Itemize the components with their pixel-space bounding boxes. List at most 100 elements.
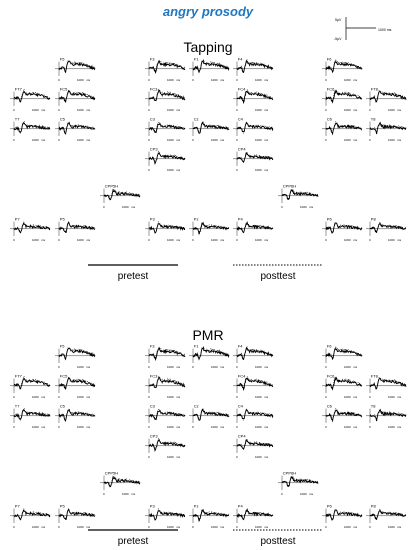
panel-p7: P7 0 1000 ms (10, 217, 51, 242)
posttest-waveform (148, 59, 186, 73)
posttest-waveform (13, 221, 51, 235)
tick-label: 0 (13, 138, 15, 142)
tick-label: 1000 (32, 525, 39, 529)
electrode-label: C4 (238, 117, 244, 122)
posttest-waveform (281, 188, 319, 200)
tick-label: 1000 (77, 365, 84, 369)
panel-ft7: FT7 0 1000 ms (10, 374, 51, 399)
tick-label: ms (264, 138, 268, 142)
posttest-waveform (325, 222, 363, 234)
pretest-waveform (325, 222, 363, 234)
pretest-waveform (192, 508, 230, 523)
tick-label: 1000 (255, 525, 262, 529)
posttest-waveform (13, 407, 51, 421)
tick-label: ms (41, 108, 45, 112)
pretest-waveform (148, 438, 186, 452)
tick-label: 1000 (344, 238, 351, 242)
posttest-waveform (192, 59, 230, 73)
posttest-waveform (325, 345, 363, 359)
tick-label: ms (220, 78, 224, 82)
tick-label: 1000 (77, 238, 84, 242)
tick-label: 1000 (167, 78, 174, 82)
pretest-waveform (192, 221, 230, 236)
tick-label: 0 (58, 138, 60, 142)
pretest-waveform (103, 188, 141, 201)
electrode-label: CPP6H (283, 184, 296, 189)
tick-label: ms (220, 525, 224, 529)
panel-t7: T7 0 1000 ms (10, 117, 51, 142)
posttest-waveform (13, 508, 51, 522)
tick-label: ms (397, 138, 401, 142)
tick-label: 0 (236, 365, 238, 369)
tick-label: ms (353, 365, 357, 369)
electrode-label: FC6 (327, 87, 335, 92)
tick-label: 0 (325, 78, 327, 82)
panel-c6: C6 0 1000 ms (322, 117, 363, 142)
panel-f3: F3 0 1000 ms (145, 344, 186, 369)
panel-ft8: FT8 0 1000 ms (366, 87, 407, 112)
pretest-waveform (369, 121, 407, 135)
panel-fc5: FC5 0 1000 ms (55, 87, 96, 112)
tick-label: 0 (369, 525, 371, 529)
tick-label: ms (176, 238, 180, 242)
tick-label: ms (397, 525, 401, 529)
electrode-label: F1 (194, 57, 199, 62)
tick-label: 0 (236, 425, 238, 429)
electrode-label: FT8 (371, 87, 379, 92)
panel-p3: P3 0 1000 ms (145, 504, 186, 529)
electrode-label: FC4 (238, 87, 246, 92)
panel-fc3: FC3 0 1000 ms (145, 374, 186, 399)
tick-label: ms (353, 525, 357, 529)
posttest-waveform (369, 377, 407, 390)
tick-label: 1000 (77, 78, 84, 82)
electrode-label: Cz (194, 404, 199, 409)
electrode-label: Cz (194, 117, 199, 122)
tick-label: 1000 (32, 238, 39, 242)
tick-label: 1000 (167, 395, 174, 399)
pretest-waveform (236, 220, 274, 234)
tick-label: 1000 (300, 492, 307, 496)
posttest-waveform (58, 377, 96, 389)
panel-cpp5h: CPP5H 0 1000 ms (100, 184, 141, 209)
tick-label: 1000 (344, 425, 351, 429)
tick-label: 1000 (122, 492, 129, 496)
pretest-waveform (58, 221, 96, 233)
tick-label: ms (86, 365, 90, 369)
pretest-waveform (369, 408, 407, 422)
tick-label: 0 (192, 525, 194, 529)
tick-label: ms (353, 138, 357, 142)
tick-label: 1000 (344, 395, 351, 399)
tick-label: 1000 (211, 525, 218, 529)
panel-f5: F5 0 1000 ms (55, 344, 96, 369)
tick-label: 1000 (211, 238, 218, 242)
pretest-waveform (236, 152, 274, 164)
posttest-waveform (325, 58, 363, 72)
electrode-label: FT7 (15, 374, 23, 379)
pretest-waveform (148, 346, 186, 362)
tick-label: ms (86, 525, 90, 529)
condition-title: Tapping (183, 39, 232, 55)
panel-ft7: FT7 0 1000 ms (10, 87, 51, 112)
electrode-label: P4 (238, 217, 244, 222)
electrode-label: CPP6H (283, 471, 296, 476)
panel-p7: P7 0 1000 ms (10, 504, 51, 529)
panel-f4: F4 0 1000 ms (233, 57, 274, 82)
pretest-waveform (236, 346, 274, 361)
tick-label: 0 (103, 492, 105, 496)
tick-label: 0 (13, 525, 15, 529)
posttest-label: posttest (260, 536, 295, 547)
tick-label: 1000 (300, 205, 307, 209)
posttest-waveform (192, 408, 230, 421)
tick-label: 1000 (167, 365, 174, 369)
posttest-waveform (148, 220, 186, 234)
tick-label: 0 (236, 525, 238, 529)
electrode-label: C4 (238, 404, 244, 409)
tick-label: 0 (236, 108, 238, 112)
posttest-waveform (192, 121, 230, 134)
panel-c5: C5 0 1000 ms (55, 117, 96, 142)
tick-label: 1000 (32, 425, 39, 429)
pretest-waveform (192, 59, 230, 74)
panel-f6: F6 0 1000 ms (322, 57, 363, 82)
pretest-waveform (13, 378, 51, 390)
